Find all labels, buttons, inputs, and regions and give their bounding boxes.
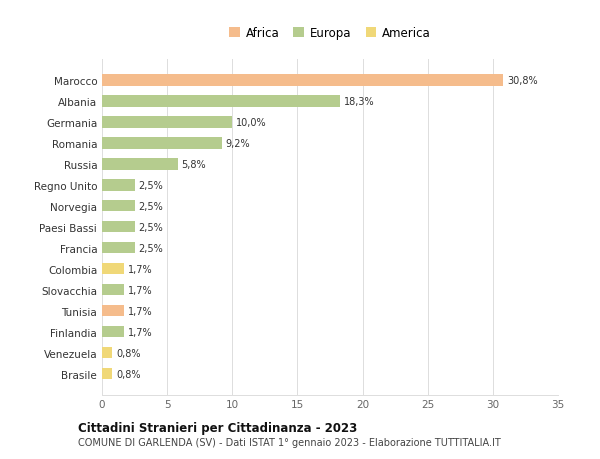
- Bar: [102, 96, 340, 107]
- Bar: [102, 347, 112, 358]
- Bar: [102, 263, 124, 275]
- Text: 18,3%: 18,3%: [344, 96, 375, 106]
- Text: 1,7%: 1,7%: [128, 306, 152, 316]
- Bar: [102, 179, 134, 191]
- Text: 10,0%: 10,0%: [236, 118, 267, 128]
- Bar: [102, 159, 178, 170]
- Text: 5,8%: 5,8%: [181, 159, 206, 169]
- Text: 1,7%: 1,7%: [128, 264, 152, 274]
- Text: 30,8%: 30,8%: [507, 76, 538, 86]
- Bar: [102, 368, 112, 380]
- Bar: [102, 117, 232, 128]
- Bar: [102, 75, 503, 86]
- Bar: [102, 284, 124, 296]
- Text: 1,7%: 1,7%: [128, 285, 152, 295]
- Bar: [102, 242, 134, 254]
- Text: Cittadini Stranieri per Cittadinanza - 2023: Cittadini Stranieri per Cittadinanza - 2…: [78, 421, 357, 435]
- Text: 2,5%: 2,5%: [139, 180, 163, 190]
- Bar: [102, 201, 134, 212]
- Text: COMUNE DI GARLENDA (SV) - Dati ISTAT 1° gennaio 2023 - Elaborazione TUTTITALIA.I: COMUNE DI GARLENDA (SV) - Dati ISTAT 1° …: [78, 437, 501, 447]
- Text: 0,8%: 0,8%: [116, 348, 141, 358]
- Text: 2,5%: 2,5%: [139, 243, 163, 253]
- Text: 0,8%: 0,8%: [116, 369, 141, 379]
- Bar: [102, 326, 124, 338]
- Bar: [102, 221, 134, 233]
- Text: 1,7%: 1,7%: [128, 327, 152, 337]
- Legend: Africa, Europa, America: Africa, Europa, America: [224, 22, 436, 45]
- Text: 2,5%: 2,5%: [139, 222, 163, 232]
- Bar: [102, 138, 222, 149]
- Text: 9,2%: 9,2%: [226, 139, 250, 148]
- Bar: [102, 305, 124, 317]
- Text: 2,5%: 2,5%: [139, 202, 163, 211]
